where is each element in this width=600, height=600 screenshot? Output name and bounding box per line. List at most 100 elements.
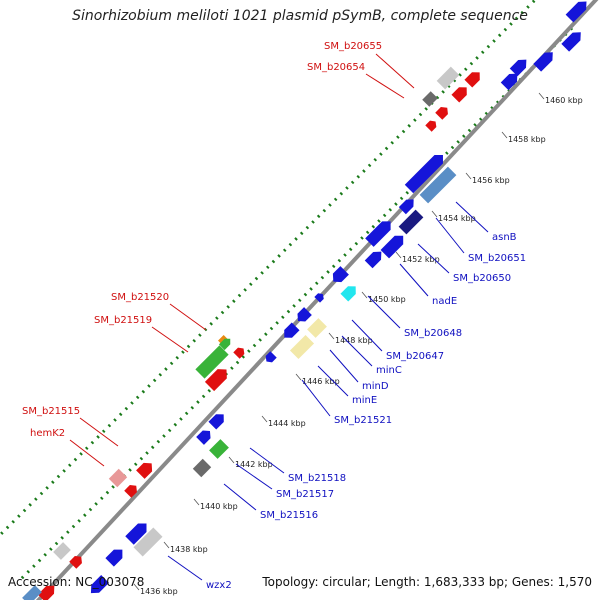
- label-leader-line: [151, 326, 189, 353]
- label-leader-line: [341, 335, 373, 367]
- tick-mark: [193, 498, 200, 506]
- gene-feature[interactable]: [280, 322, 300, 341]
- gene-feature[interactable]: [464, 68, 483, 88]
- label-leader-line: [301, 379, 331, 417]
- gene-feature[interactable]: [365, 217, 395, 247]
- gene-feature[interactable]: [419, 166, 457, 204]
- gene-feature[interactable]: [307, 318, 327, 338]
- gene-feature[interactable]: [500, 70, 522, 91]
- gene-label[interactable]: minC: [376, 365, 402, 376]
- accession-text: Accession: NC_003078: [8, 575, 145, 589]
- gene-feature[interactable]: [204, 365, 231, 392]
- gene-label[interactable]: SM_b21519: [94, 315, 152, 326]
- gene-feature[interactable]: [329, 266, 349, 286]
- gene-feature[interactable]: [435, 104, 451, 120]
- tick-mark: [295, 373, 302, 381]
- gene-feature[interactable]: [398, 209, 424, 235]
- gene-label[interactable]: SM_b21521: [334, 415, 392, 426]
- gene-label[interactable]: SM_b21517: [276, 489, 334, 500]
- gene-feature[interactable]: [289, 334, 315, 360]
- topology-summary: Topology: circular; Length: 1,683,333 bp…: [262, 575, 592, 589]
- gene-feature[interactable]: [314, 291, 325, 303]
- gene-feature[interactable]: [195, 345, 229, 379]
- label-leader-line: [79, 417, 119, 447]
- gene-feature[interactable]: [422, 91, 438, 107]
- gene-label[interactable]: SM_b21515: [22, 406, 80, 417]
- gene-feature[interactable]: [380, 232, 408, 259]
- gene-feature[interactable]: [69, 553, 85, 569]
- gene-feature[interactable]: [208, 410, 227, 430]
- gene-label[interactable]: SM_b20647: [386, 351, 444, 362]
- gene-feature[interactable]: [108, 468, 128, 488]
- gene-feature[interactable]: [364, 248, 386, 269]
- gene-feature[interactable]: [105, 545, 126, 567]
- gene-label[interactable]: wzx2: [206, 580, 232, 591]
- tick-label: 1446 kbp: [302, 377, 340, 386]
- gene-feature[interactable]: [425, 118, 438, 132]
- gene-feature[interactable]: [209, 439, 229, 459]
- tick-label: 1436 kbp: [140, 587, 178, 596]
- map-title: Sinorhizobium meliloti 1021 plasmid pSym…: [72, 8, 528, 24]
- gene-label[interactable]: SM_b20650: [453, 273, 511, 284]
- tick-label: 1456 kbp: [472, 176, 510, 185]
- gene-label[interactable]: SM_b20648: [404, 328, 462, 339]
- gene-label[interactable]: SM_b21518: [288, 473, 346, 484]
- tick-label: 1450 kbp: [368, 295, 406, 304]
- tick-mark: [431, 210, 438, 218]
- gene-feature[interactable]: [233, 345, 246, 359]
- gene-label[interactable]: asnB: [492, 232, 517, 243]
- tick-label: 1444 kbp: [268, 419, 306, 428]
- gene-label[interactable]: nadE: [432, 296, 457, 307]
- gene-feature[interactable]: [533, 48, 556, 72]
- gene-feature[interactable]: [565, 0, 591, 23]
- label-leader-line: [375, 53, 415, 89]
- tick-label: 1440 kbp: [200, 502, 238, 511]
- gene-feature[interactable]: [53, 542, 71, 560]
- gene-feature[interactable]: [509, 56, 531, 77]
- label-leader-line: [351, 319, 383, 352]
- tick-mark: [465, 172, 472, 180]
- tick-mark: [538, 92, 545, 100]
- gene-feature[interactable]: [404, 151, 447, 194]
- label-leader-line: [69, 439, 105, 467]
- gene-feature[interactable]: [136, 459, 156, 479]
- gene-label[interactable]: SM_b20654: [307, 62, 365, 73]
- gene-feature[interactable]: [451, 83, 470, 103]
- gene-label[interactable]: minD: [362, 381, 389, 392]
- gene-feature[interactable]: [340, 282, 359, 302]
- gene-feature[interactable]: [263, 351, 277, 364]
- label-leader-line: [317, 365, 349, 397]
- gene-feature[interactable]: [436, 66, 460, 90]
- label-leader-line: [329, 349, 359, 383]
- gene-feature[interactable]: [87, 575, 109, 597]
- gene-feature[interactable]: [37, 582, 59, 600]
- gene-label[interactable]: SM_b21516: [260, 510, 318, 521]
- gene-feature[interactable]: [125, 519, 150, 545]
- gene-feature[interactable]: [133, 527, 163, 557]
- label-leader-line: [367, 295, 401, 329]
- gene-feature[interactable]: [124, 482, 140, 498]
- tick-label: 1442 kbp: [235, 460, 273, 469]
- gene-feature[interactable]: [294, 307, 312, 325]
- tick-mark: [395, 251, 402, 259]
- gene-label[interactable]: minE: [352, 395, 377, 406]
- gene-label[interactable]: SM_b20655: [324, 41, 382, 52]
- tick-mark: [228, 456, 235, 464]
- gene-feature[interactable]: [196, 427, 214, 445]
- label-leader-line: [455, 201, 489, 233]
- tick-label: 1438 kbp: [170, 545, 208, 554]
- label-leader-line: [365, 73, 405, 99]
- gene-label[interactable]: hemK2: [30, 428, 65, 439]
- gene-feature[interactable]: [561, 28, 584, 52]
- tick-label: 1454 kbp: [438, 214, 476, 223]
- gene-label[interactable]: SM_b21520: [111, 292, 169, 303]
- gene-label[interactable]: SM_b20651: [468, 253, 526, 264]
- tick-label: 1452 kbp: [402, 255, 440, 264]
- plasmid-backbone: [35, 0, 599, 600]
- gene-feature[interactable]: [398, 196, 417, 215]
- gene-feature[interactable]: [192, 458, 212, 478]
- tick-mark: [361, 291, 368, 299]
- label-leader-line: [249, 447, 285, 474]
